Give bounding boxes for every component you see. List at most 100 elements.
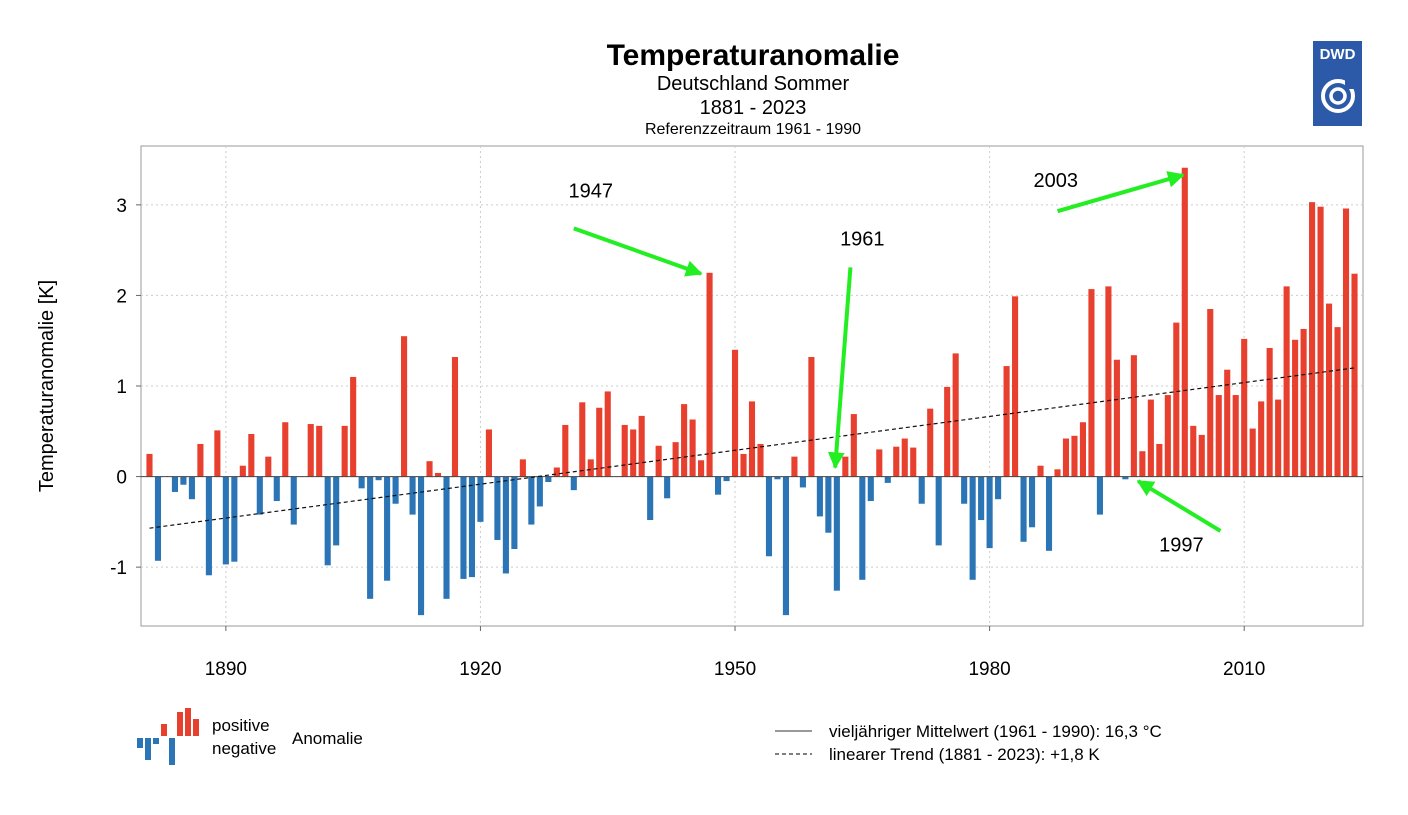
bar-2003 [1181, 167, 1188, 477]
annotation-label-2003: 2003 [1034, 170, 1079, 192]
bar-1927 [536, 476, 543, 507]
bar-1939 [638, 415, 645, 477]
bar-1946 [698, 460, 705, 477]
bar-1907 [367, 476, 374, 599]
bar-1997 [1130, 355, 1137, 477]
dwd-logo-swirl-inner [1329, 87, 1347, 105]
bar-2018 [1309, 202, 1316, 477]
bar-1895 [265, 456, 272, 477]
bar-1948 [715, 476, 722, 495]
bar-1973 [927, 408, 934, 477]
legend-positive-swatch-bar [185, 708, 191, 736]
chart-reference-period: Referenzzeitraum 1961 - 1990 [645, 121, 861, 138]
bar-1902 [324, 476, 331, 566]
legend-negative-swatch-bar [145, 738, 151, 760]
bar-1934 [596, 407, 603, 477]
bar-2002 [1173, 322, 1180, 477]
legend-positive-label: positive [212, 716, 270, 735]
bar-1944 [681, 404, 688, 477]
bar-1893 [248, 434, 255, 477]
bar-1921 [485, 429, 492, 477]
bar-1999 [1147, 399, 1154, 477]
legend-negative-swatch-bar [153, 738, 159, 744]
bar-1986 [1037, 465, 1044, 477]
bar-1959 [808, 357, 815, 477]
bar-1979 [978, 476, 985, 521]
bar-1914 [426, 461, 433, 477]
bar-1929 [553, 467, 560, 477]
annotation-arrow-1947 [573, 226, 703, 277]
axis-layer: -1 0 1 2 3 1890 1920 1950 1980 2010 [110, 196, 1265, 680]
y-tick-label: 3 [116, 196, 127, 217]
chart-subtitle: Deutschland Sommer [657, 73, 850, 95]
bar-1886 [188, 476, 195, 500]
bar-1982 [1003, 366, 1010, 477]
bar-1940 [647, 476, 654, 521]
bar-1894 [256, 476, 263, 515]
bar-1943 [672, 442, 679, 477]
legend-positive-swatch-bar [193, 719, 199, 736]
bar-1996 [1122, 476, 1129, 480]
y-axis-label: Temperaturanomalie [K] [36, 280, 58, 492]
bar-1993 [1096, 476, 1103, 515]
bar-1913 [417, 476, 425, 616]
bar-1933 [587, 459, 594, 477]
bar-1987 [1045, 476, 1053, 551]
bar-1952 [748, 401, 756, 477]
bar-1981 [995, 476, 1002, 500]
bar-1881 [146, 453, 153, 477]
bar-1950 [731, 349, 739, 477]
bar-1976 [952, 353, 959, 477]
bar-1965 [859, 476, 866, 580]
bar-2013 [1266, 347, 1273, 477]
bar-1898 [290, 476, 297, 525]
chart-title: Temperaturanomalie [607, 39, 900, 72]
bar-1908 [375, 476, 382, 481]
lines-layer [141, 367, 1363, 529]
bar-1884 [171, 476, 178, 492]
annotation-label-1947: 1947 [569, 181, 614, 203]
bar-1992 [1088, 289, 1095, 477]
annotation-label-1961: 1961 [840, 229, 885, 251]
bar-1995 [1113, 359, 1120, 477]
bar-1991 [1079, 422, 1087, 477]
y-tick-label: 0 [116, 468, 127, 489]
bar-1964 [850, 414, 857, 477]
x-tick-label: 2010 [1223, 659, 1265, 680]
bar-2014 [1275, 399, 1282, 477]
legend-positive-swatch-bar [177, 712, 183, 736]
legend-mean-label: vieljähriger Mittelwert (1961 - 1990): 1… [829, 722, 1162, 741]
bar-1909 [384, 476, 391, 581]
bar-1963 [842, 456, 849, 477]
bar-1904 [341, 425, 348, 477]
bar-1968 [884, 476, 891, 483]
bar-1983 [1012, 296, 1019, 477]
dwd-logo-swirl-gap [1345, 80, 1357, 89]
bar-1998 [1139, 451, 1146, 477]
legend-negative-swatch-bar [137, 738, 143, 748]
bar-1890 [222, 476, 229, 565]
bar-2001 [1164, 395, 1171, 477]
bar-2004 [1190, 425, 1197, 477]
bar-1972 [918, 476, 925, 504]
bar-2007 [1215, 395, 1222, 477]
bar-2008 [1224, 369, 1231, 477]
legend-lines: vieljähriger Mittelwert (1961 - 1990): 1… [775, 722, 1162, 764]
bar-1941 [655, 445, 662, 477]
bars-layer [146, 167, 1358, 616]
annotation-arrow-2003 [1056, 171, 1185, 214]
bar-1970 [901, 438, 908, 477]
bar-1961 [825, 476, 832, 533]
bar-2020 [1326, 303, 1333, 477]
bar-1957 [791, 456, 798, 477]
bar-1938 [630, 429, 637, 477]
bar-1953 [757, 443, 764, 477]
x-tick-label: 1980 [968, 659, 1010, 680]
annotation-layer: 1947 1961 2003 1997 [569, 170, 1222, 557]
bar-1885 [180, 476, 187, 485]
bar-1925 [519, 459, 526, 477]
bar-1969 [893, 446, 900, 477]
bar-1932 [579, 402, 586, 477]
bar-1919 [468, 476, 476, 578]
